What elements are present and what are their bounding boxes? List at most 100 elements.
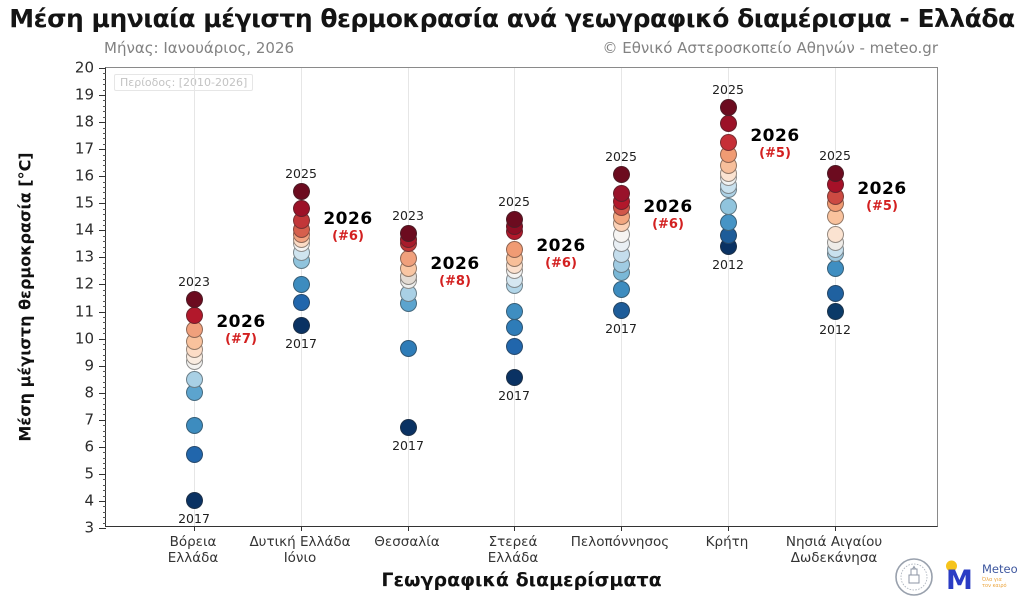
min-year-label: 2017 [498,388,530,404]
y-axis-minor-tick [103,479,106,481]
y-axis-minor-tick [103,246,106,248]
x-category-label: Δυτική Ελλάδα Ιόνιο [249,534,351,566]
y-axis-minor-tick [103,105,106,107]
data-point [185,370,203,388]
y-axis-tick [99,122,106,124]
y-tick-label: 7 [84,410,94,429]
y-axis-minor-tick [103,279,106,281]
annotation-rank: (#5) [759,146,791,162]
y-axis-minor-tick [103,192,106,194]
y-axis-minor-tick [103,327,106,329]
footer-logos: M Meteo Όλα για τον καιρό [894,555,1020,599]
current-year-annotation: 2026 (#6) [319,210,377,243]
y-tick-label: 20 [74,58,94,77]
y-axis-tick [99,257,106,259]
y-axis-minor-tick [103,252,106,253]
data-point [719,98,737,116]
y-axis-minor-tick [103,160,106,161]
current-year-annotation: 2026 (#6) [532,237,590,271]
y-axis-minor-tick [103,511,106,513]
y-axis-minor-tick [103,187,106,189]
y-axis-minor-tick [103,170,106,172]
meteo-logo-tagline-2: τον καιρό [982,582,1007,589]
y-axis-tick [99,230,106,232]
y-axis-tick [99,419,106,421]
x-category-label: Στερεά Ελλάδα [487,534,539,566]
min-year-label: 2012 [712,257,744,273]
y-axis-minor-tick [103,132,106,134]
meteo-logo-tagline-1: Όλα για [981,576,1003,583]
y-tick-label: 18 [74,112,94,131]
y-axis-minor-tick [103,262,106,264]
y-axis-title: Μέση μέγιστη θερμοκρασία [°C] [15,152,35,442]
annotation-rank: (#7) [225,331,257,347]
x-axis-tick [514,526,515,531]
y-axis-minor-tick [103,457,106,459]
data-point [612,166,630,184]
x-axis-tick [835,526,836,531]
data-point [719,197,737,215]
annotation-rank: (#6) [545,255,577,271]
y-axis-tick [99,176,106,178]
y-axis-minor-tick [103,127,106,129]
y-tick-label: 6 [84,437,94,456]
y-axis-tick [99,392,106,394]
meteo-logo-m: M [946,565,973,596]
y-axis-minor-tick [103,235,106,237]
page-title: Μέση μηνιαία μέγιστη θερμοκρασία ανά γεω… [9,4,1015,33]
y-axis-minor-tick [103,522,106,524]
y-axis-minor-tick [103,306,106,308]
min-year-label: 2012 [819,322,851,338]
y-axis-tick [99,95,106,97]
data-point [505,369,523,387]
data-point [292,275,310,293]
y-axis-minor-tick [103,197,106,199]
max-year-label: 2025 [285,165,317,181]
x-category-label: Θεσσαλία [374,534,440,550]
y-axis-minor-tick [103,414,106,416]
data-point [826,225,844,243]
current-year-annotation: 2026 (#8) [426,255,484,288]
y-tick-label: 11 [74,301,94,320]
y-axis-tick [99,284,106,286]
data-point [612,281,630,299]
y-axis-minor-tick [103,181,106,183]
data-point [292,200,310,218]
y-axis-minor-tick [103,268,106,270]
y-axis-minor-tick [103,387,106,389]
vertical-gridline [514,68,515,526]
data-point [505,319,523,337]
data-point [399,339,417,357]
y-axis-minor-tick [103,495,106,497]
y-axis-minor-tick [103,490,106,492]
annotation-year: 2026 [857,179,907,200]
y-axis-tick [99,528,106,529]
y-tick-label: 14 [74,220,94,239]
y-axis-minor-tick [103,295,106,297]
x-category-label: Πελοπόννησος [570,534,670,550]
data-point [399,419,417,437]
y-axis-minor-tick [103,381,106,383]
min-year-label: 2017 [392,438,424,454]
y-axis-minor-tick [103,208,106,210]
y-axis-minor-tick [103,441,106,443]
data-point [719,213,737,231]
y-axis-tick [99,338,106,340]
data-point [185,492,203,510]
data-point [612,301,630,319]
y-tick-label: 19 [74,85,94,104]
y-axis-minor-tick [103,408,106,410]
y-axis-minor-tick [103,219,106,221]
x-axis-tick [621,526,622,531]
annotation-year: 2026 [750,126,800,147]
y-axis-minor-tick [103,78,106,80]
y-axis-minor-tick [103,463,106,465]
y-tick-label: 15 [74,193,94,212]
y-axis-minor-tick [103,452,106,454]
y-tick-label: 4 [84,491,94,510]
y-axis-minor-tick [103,116,106,118]
y-axis-minor-tick [103,436,106,437]
y-axis-minor-tick [103,143,106,145]
y-tick-label: 17 [74,139,94,158]
